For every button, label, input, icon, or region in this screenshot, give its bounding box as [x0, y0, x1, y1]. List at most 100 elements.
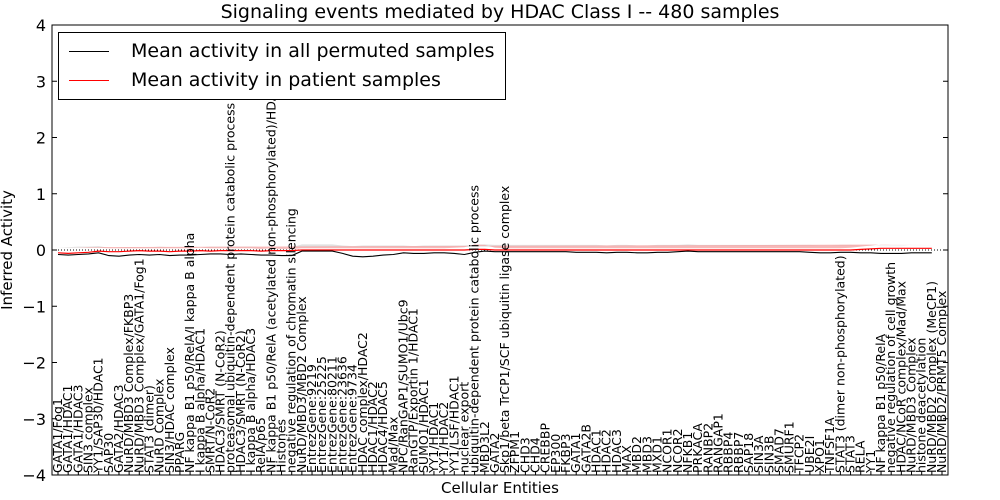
legend-item-permuted: Mean activity in all permuted samples: [59, 37, 494, 65]
x-category-label: GATA1/Fog1: [50, 398, 65, 473]
x-category-label: MAX: [619, 445, 634, 473]
chart-axes: −4 −3 −2 −1 0 1 2 3 4: [22, 16, 949, 485]
x-category-label: CHD4: [528, 437, 543, 473]
x-category-label: RanGTP/Exportin 1/HDAC1: [406, 308, 421, 473]
legend-label-permuted: Mean activity in all permuted samples: [131, 40, 495, 62]
x-category-label: STAT3 (dimer): [141, 385, 156, 473]
x-category-label: TFCP2: [792, 434, 807, 474]
x-category-label: SIN3 complex: [81, 387, 96, 473]
x-category-label: Histones: [274, 419, 289, 473]
x-category-label: HDAC1: [589, 429, 604, 473]
chart-title: Signaling events mediated by HDAC Class …: [221, 1, 780, 23]
x-category-label: RANBP2: [700, 423, 715, 473]
x-category-label: SMRT/N-CoR2: [202, 388, 217, 473]
x-category-label: SIN3/HDAC complex: [162, 347, 177, 473]
x-category-label: GATA2B: [578, 424, 593, 473]
y-tick-label: 1: [36, 185, 46, 204]
x-category-label: TNFSF1A: [822, 417, 837, 474]
x-category-label: SAP18: [741, 433, 756, 473]
x-category-label: NuRD/MBD2/PRMT5 Complex: [934, 291, 949, 473]
x-category-label: MBD2: [629, 436, 644, 473]
x-category-label: EntrezGene:80211: [324, 356, 339, 473]
x-category-label: RBBP7: [731, 432, 746, 473]
y-tick-label: 0: [36, 241, 46, 260]
x-category-label: HDAC3/SMRT (N-CoR2): [213, 330, 228, 473]
y-tick-label: 3: [36, 72, 46, 91]
x-category-label: HDAC3/SMRT (N-CoR2): [233, 330, 248, 473]
patient-band: [58, 244, 932, 249]
x-category-label: GATA1/HDAC1: [60, 385, 75, 473]
x-category-label: GATA2/HDAC3: [111, 385, 126, 473]
x-category-label: HDAC2: [599, 429, 614, 473]
permuted-mean-line: [57, 250, 932, 258]
x-category-label: Skp1/beta TrCP1/SCF ubiquitin ligase com…: [497, 186, 512, 473]
x-category-label: EntrezGene:25225: [314, 356, 329, 473]
x-category-label: NF kappa B1 p50/RelA: [873, 333, 888, 473]
x-category-label: SIN3A: [751, 435, 766, 473]
x-category-label: HDAC/NCoR complex/Mad/Max: [893, 281, 908, 473]
x-category-label: YY1/SAP30/HDAC1: [91, 357, 106, 474]
x-category-label: GATA2: [487, 433, 502, 473]
x-category-label: EntrezGene:9734: [345, 364, 360, 473]
x-category-label: YY1/HDAC2: [436, 402, 451, 474]
x-category-label: CHD3: [517, 437, 532, 473]
x-category-label: FKBP3: [558, 434, 573, 473]
x-category-label: MBD3L2: [477, 421, 492, 473]
x-category-label: NFKB1: [680, 432, 695, 473]
legend-item-patient: Mean activity in patient samples: [59, 66, 441, 94]
x-category-label: NuRD/MBD3 Complex/FKBP3: [121, 294, 136, 473]
x-category-label: SIN3B: [761, 436, 776, 474]
y-tick-label: −2: [22, 354, 46, 373]
x-category-label: I kappa B alpha/HDAC3: [243, 328, 258, 473]
x-category-label: RBBP4: [721, 432, 736, 473]
confidence-bands: [58, 244, 932, 249]
x-category-label: RELA: [853, 440, 868, 473]
x-category-label: NuRD/MBD3 Complex/GATA1/Fog1: [131, 258, 146, 473]
x-category-label: NPC/RanGAP1/SUMO1/Ubc9: [396, 299, 411, 473]
x-category-label: HDAC3: [609, 429, 624, 473]
x-category-label: YY1/HDAC1: [426, 402, 441, 474]
x-category-label: NuRD Complex: [152, 379, 167, 473]
x-category-label: histone deacetylation: [914, 338, 929, 473]
x-category-label: MBD3: [639, 436, 654, 473]
y-tick-label: −3: [22, 410, 46, 429]
x-category-label: NF kappa B1 p50/RelA/I kappa B alpha: [182, 233, 197, 473]
x-category-label: STAT3 (dimer non-phosphorylated): [832, 255, 847, 473]
x-category-label: GATA1: [568, 433, 583, 473]
x-category-label: proteasomal ubiquitin-dependent protein …: [223, 103, 238, 473]
x-category-label: HDAC1/HDAC2: [365, 381, 380, 473]
x-category-label: XPO1: [812, 439, 827, 473]
x-category-label: ubiquitin-dependent protein catabolic pr…: [467, 185, 482, 473]
legend-swatch-permuted: [69, 50, 109, 52]
x-category-label: nuclear export: [456, 382, 471, 473]
x-category-label: ZFPM1: [507, 431, 522, 473]
x-category-label: EP300: [548, 434, 563, 473]
x-category-label: GATA1/HDAC3: [70, 385, 85, 473]
x-category-label: PRKACA: [690, 423, 705, 473]
x-axis-label: Cellular Entities: [441, 479, 559, 497]
y-tick-label: −1: [22, 297, 46, 316]
y-axis-label: Inferred Activity: [0, 190, 16, 310]
x-category-label: STAT3: [843, 435, 858, 473]
x-category-label: NuRD/MBD2 Complex (MeCP1): [924, 281, 939, 473]
x-category-label: negative regulation of cell growth: [883, 262, 898, 473]
x-category-label: YY1: [863, 450, 878, 474]
y-tick-label: 4: [36, 16, 46, 35]
x-category-label: NCOR1: [660, 428, 675, 473]
x-category-label: Mad/Max: [385, 417, 400, 473]
x-category-label: YY1/LSF/HDAC1: [446, 375, 461, 474]
legend-label-patient: Mean activity in patient samples: [131, 69, 441, 91]
x-category-label: MXD1: [650, 436, 665, 473]
x-category-label: EntrezGene:23636: [335, 356, 350, 473]
x-category-label: RANGAP1: [711, 413, 726, 473]
x-category-label: SMAD7: [771, 428, 786, 473]
x-category-label: HDAC4/HDAC5: [375, 381, 390, 473]
x-category-label: HDAC complex/HDAC2: [355, 332, 370, 473]
x-category-label: RelA/p65: [253, 417, 268, 473]
x-category-label: SMURF1: [782, 421, 797, 473]
x-category-label: PPARG: [172, 432, 187, 473]
legend-swatch-patient: [69, 79, 109, 81]
y-tick-label: 2: [36, 129, 46, 148]
